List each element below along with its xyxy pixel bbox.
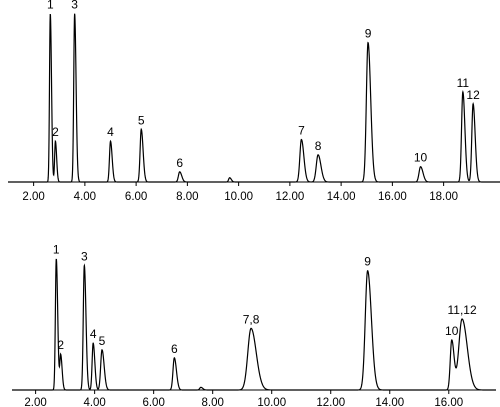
peak-label: 5 bbox=[138, 113, 145, 127]
peak-label: 1 bbox=[53, 243, 60, 257]
peak-label: 9 bbox=[365, 27, 372, 41]
x-tick-label: 6.00 bbox=[142, 397, 164, 407]
x-tick-label: 10.00 bbox=[257, 397, 286, 407]
peak-label: 3 bbox=[71, 0, 78, 12]
x-tick-label: 4.00 bbox=[74, 191, 96, 203]
peak-label: 7,8 bbox=[243, 312, 260, 326]
chromatogram-top: 2.00 4.00 6.00 8.00 10.00 12.00 14.00 16.00 18.0… bbox=[8, 0, 500, 203]
x-tick-label: 18.00 bbox=[429, 191, 458, 203]
peak-label: 7 bbox=[298, 124, 305, 138]
x-tick-label: 2.00 bbox=[22, 191, 44, 203]
x-tick-label: 8.00 bbox=[176, 191, 198, 203]
peak-label: 2 bbox=[57, 338, 64, 352]
chromatogram-trace bbox=[8, 13, 500, 183]
peak-label: 5 bbox=[99, 334, 106, 348]
chromatogram-trace bbox=[12, 258, 496, 391]
x-tick-label: 16.00 bbox=[378, 191, 407, 203]
x-tick-label: 14.00 bbox=[327, 191, 356, 203]
peak-label: 6 bbox=[171, 342, 178, 356]
peak-label: 11 bbox=[457, 76, 470, 90]
peak-label: 4 bbox=[107, 125, 114, 139]
x-tick-label: 16.00 bbox=[434, 397, 463, 407]
peak-label: 9 bbox=[364, 255, 371, 269]
peak-label: 12 bbox=[466, 88, 480, 102]
peak-label: 10 bbox=[445, 324, 459, 338]
peak-label: 6 bbox=[176, 156, 183, 170]
peak-label: 8 bbox=[315, 139, 322, 153]
x-tick-label: 14.00 bbox=[375, 397, 404, 407]
peak-label: 10 bbox=[414, 151, 428, 165]
x-tick-label: 12.00 bbox=[316, 397, 345, 407]
x-tick-label: 6.00 bbox=[125, 191, 147, 203]
x-tick-label: 4.00 bbox=[83, 397, 105, 407]
x-tick-label: 2.00 bbox=[24, 397, 46, 407]
peak-label: 11,12 bbox=[447, 303, 476, 317]
x-tick-label: 12.00 bbox=[275, 191, 304, 203]
x-tick-label: 8.00 bbox=[201, 397, 223, 407]
peak-label: 4 bbox=[90, 327, 97, 341]
peak-label: 3 bbox=[81, 249, 88, 263]
peak-label: 1 bbox=[47, 0, 54, 12]
peak-label: 2 bbox=[52, 125, 59, 139]
chromatogram-bottom: 2.00 4.00 6.00 8.00 10.00 12.00 14.00 16.00 1 2 3 4… bbox=[12, 243, 496, 407]
x-tick-label: 10.00 bbox=[224, 191, 253, 203]
